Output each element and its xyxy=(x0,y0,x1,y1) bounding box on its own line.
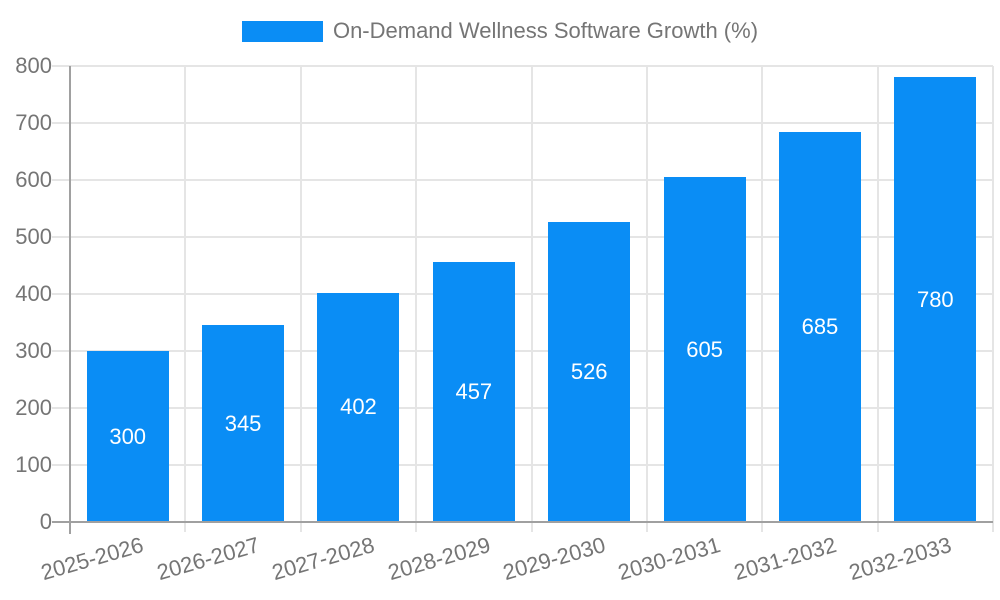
x-gridline xyxy=(415,66,418,532)
bar-value-label: 402 xyxy=(340,394,377,420)
y-tick-label: 500 xyxy=(15,224,52,249)
bar-value-label: 685 xyxy=(801,313,839,339)
x-gridline xyxy=(761,66,764,532)
y-tick-label: 300 xyxy=(15,338,52,363)
y-gridline xyxy=(52,65,993,67)
x-tick-label: 2030-2031 xyxy=(615,532,724,586)
bar-value-label: 526 xyxy=(570,359,608,385)
x-tick-label: 2026-2027 xyxy=(153,532,262,586)
plot-area: 300 345 402 457 526 605 685 780 xyxy=(52,65,994,534)
x-tick-label: 2032-2033 xyxy=(846,532,955,586)
x-tick-label: 2031-2032 xyxy=(730,532,839,586)
x-gridline xyxy=(992,66,994,532)
bar-value-label: 457 xyxy=(455,378,493,404)
x-gridline xyxy=(299,66,302,532)
x-gridline xyxy=(184,66,187,532)
bar-value-label: 780 xyxy=(916,286,954,312)
chart-legend: On-Demand Wellness Software Growth (%) xyxy=(0,20,1000,42)
bar-value-label: 300 xyxy=(109,423,147,449)
x-tick-label: 2025-2026 xyxy=(38,532,147,586)
y-tick-label: 0 xyxy=(39,509,52,534)
legend-item[interactable]: On-Demand Wellness Software Growth (%) xyxy=(241,18,759,43)
bar[interactable] xyxy=(894,77,977,522)
y-gridline xyxy=(52,350,993,352)
x-gridline xyxy=(530,66,533,532)
x-axis-line xyxy=(52,521,993,523)
bar[interactable] xyxy=(202,325,285,522)
y-tick-label: 400 xyxy=(15,281,52,306)
legend-swatch xyxy=(241,20,323,42)
y-tick-label: 800 xyxy=(15,53,52,78)
x-tick-label: 2027-2028 xyxy=(269,532,378,586)
x-gridline xyxy=(876,66,879,532)
x-tick-label: 2029-2030 xyxy=(500,532,609,586)
bar[interactable] xyxy=(86,351,169,522)
bar[interactable] xyxy=(778,131,861,522)
bar-value-label: 605 xyxy=(686,336,723,362)
y-tick-label: 200 xyxy=(15,395,52,420)
legend-label: On-Demand Wellness Software Growth (%) xyxy=(332,18,759,43)
y-tick-label: 600 xyxy=(15,167,52,192)
y-gridline xyxy=(52,407,993,409)
y-axis-line xyxy=(69,66,71,534)
bar-value-label: 345 xyxy=(224,410,262,436)
y-gridline xyxy=(52,122,993,124)
y-tick-label: 100 xyxy=(15,452,52,477)
y-tick-label: 700 xyxy=(15,110,52,135)
y-gridline xyxy=(52,293,993,295)
y-gridline xyxy=(52,464,993,466)
bar[interactable] xyxy=(432,261,515,522)
x-tick-label: 2028-2029 xyxy=(384,532,493,586)
x-gridline xyxy=(645,66,648,532)
bar[interactable] xyxy=(548,222,631,522)
y-gridline xyxy=(52,236,993,238)
bar[interactable] xyxy=(317,292,400,522)
bar[interactable] xyxy=(663,177,746,522)
y-gridline xyxy=(52,179,993,181)
